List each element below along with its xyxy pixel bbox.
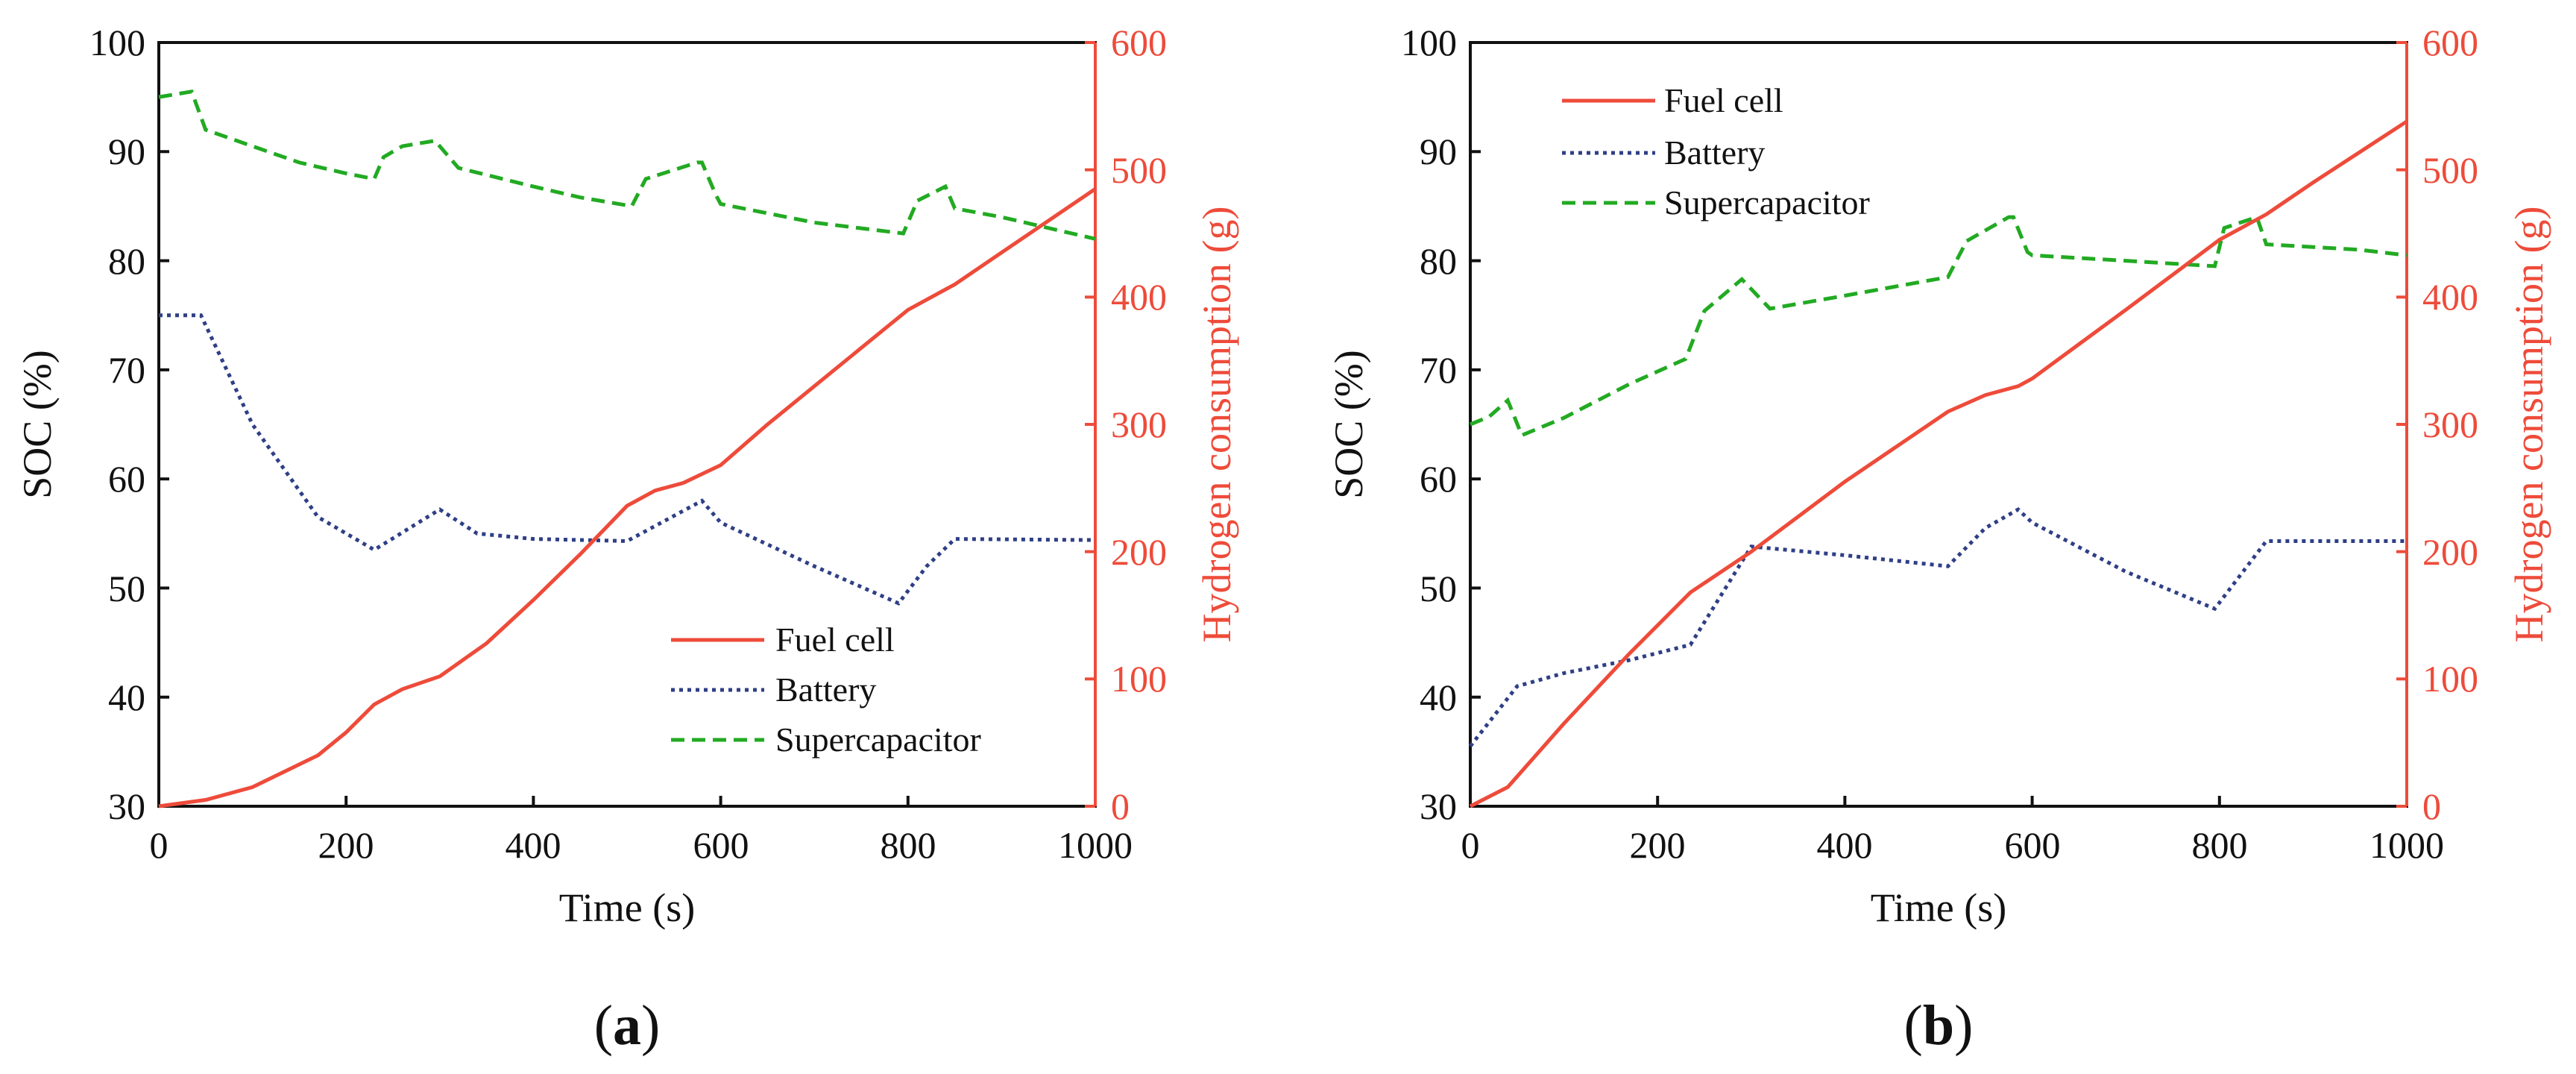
panel-label-b: (b) [1904, 994, 1974, 1057]
y2-tick-label: 400 [1111, 276, 1167, 318]
y-tick-label: 40 [1420, 676, 1457, 718]
y2-axis-title-b: Hydrogen consumption (g) [2507, 207, 2551, 643]
y-tick-label: 30 [108, 785, 145, 827]
y2-tick-label: 0 [1111, 785, 1130, 827]
series-line-battery-b [1469, 507, 2407, 748]
y2-tick-label: 300 [2422, 403, 2478, 445]
y2-tick-label: 500 [1111, 149, 1167, 191]
series-line-fuel-cell-b [1469, 119, 2408, 808]
x-tick-label: 200 [318, 824, 374, 866]
series-group-a [158, 89, 1097, 808]
x-tick-labels-a: 0 200 400 600 800 1000 [150, 824, 1133, 866]
legend-label-fuel-cell: Fuel cell [775, 621, 895, 659]
x-tick-label: 600 [693, 824, 749, 866]
y2-tick-label: 300 [1111, 403, 1167, 445]
x-axis-title-b: Time (s) [1871, 885, 2007, 930]
y-tick-label: 70 [1420, 349, 1457, 391]
legend-a: Fuel cell Battery Supercapacitor [671, 621, 981, 759]
y-tick-label: 100 [89, 22, 145, 63]
series-line-fuel-cell-a [158, 187, 1097, 808]
y-tick-label: 40 [108, 676, 145, 718]
legend-b: Fuel cell Battery Supercapacitor [1562, 81, 1870, 222]
y2-tick-label: 400 [2422, 276, 2478, 318]
x-tick-label: 0 [150, 824, 169, 866]
y-axis-title-a: SOC (%) [15, 350, 60, 499]
panel-label-a: (a) [594, 994, 661, 1057]
y2-tick-label: 600 [1111, 22, 1167, 63]
y2-tick-label: 200 [1111, 531, 1167, 573]
y2-tick-labels-a: 0 100 200 300 400 500 600 [1111, 22, 1167, 827]
legend-label-fuel-cell: Fuel cell [1664, 81, 1783, 119]
y-tick-label: 80 [1420, 240, 1457, 282]
x-tick-label: 800 [2192, 824, 2248, 866]
x-tick-label: 1000 [1058, 824, 1133, 866]
axis-ticks-b [1469, 41, 2408, 808]
y2-tick-label: 600 [2422, 22, 2478, 63]
y2-tick-label: 100 [1111, 658, 1167, 700]
plot-frame-b [1469, 41, 2408, 808]
series-line-supercapacitor-a [158, 89, 1096, 241]
y2-tick-label: 200 [2422, 531, 2478, 573]
y2-tick-labels-b: 0 100 200 300 400 500 600 [2422, 22, 2478, 827]
legend-label-battery: Battery [1664, 134, 1765, 172]
chart-panel-a: 0 200 400 600 800 1000 30 40 50 60 70 80… [15, 22, 1239, 1057]
series-line-supercapacitor-b [1470, 214, 2407, 438]
x-tick-label: 200 [1630, 824, 1686, 866]
y2-tick-label: 500 [2422, 149, 2478, 191]
y-axis-title-b: SOC (%) [1326, 350, 1371, 499]
x-tick-labels-b: 0 200 400 600 800 1000 [1461, 824, 2445, 866]
axis-ticks-a [157, 41, 1097, 808]
y2-tick-label: 100 [2422, 658, 2478, 700]
series-line-battery-a [159, 313, 1096, 606]
x-tick-label: 800 [881, 824, 936, 866]
y2-tick-label: 0 [2422, 785, 2441, 827]
y-tick-label: 30 [1420, 785, 1457, 827]
plot-frame-a [157, 41, 1097, 808]
x-tick-label: 400 [1817, 824, 1873, 866]
legend-label-battery: Battery [775, 671, 876, 709]
y-tick-label: 70 [108, 349, 145, 391]
x-tick-label: 1000 [2369, 824, 2444, 866]
y-tick-label: 60 [108, 458, 145, 500]
x-tick-label: 0 [1461, 824, 1480, 866]
x-tick-label: 600 [2005, 824, 2061, 866]
series-group-b [1469, 119, 2408, 808]
legend-label-supercapacitor: Supercapacitor [1664, 183, 1870, 222]
y-tick-label: 50 [1420, 568, 1457, 609]
y-tick-label: 90 [1420, 131, 1457, 172]
legend-label-supercapacitor: Supercapacitor [775, 720, 981, 759]
y2-axis-title-a: Hydrogen consumption (g) [1194, 207, 1239, 643]
x-tick-label: 400 [506, 824, 561, 866]
y-tick-labels-a: 30 40 50 60 70 80 90 100 [89, 22, 145, 827]
y-tick-label: 60 [1420, 458, 1457, 500]
y-tick-label: 100 [1401, 22, 1457, 63]
y-tick-label: 90 [108, 131, 145, 172]
x-axis-title-a: Time (s) [559, 885, 696, 930]
y-tick-labels-b: 30 40 50 60 70 80 90 100 [1401, 22, 1457, 827]
chart-panel-b: 0 200 400 600 800 1000 30 40 50 60 70 80… [1326, 22, 2551, 1057]
y-tick-label: 80 [108, 240, 145, 282]
y-tick-label: 50 [108, 568, 145, 609]
